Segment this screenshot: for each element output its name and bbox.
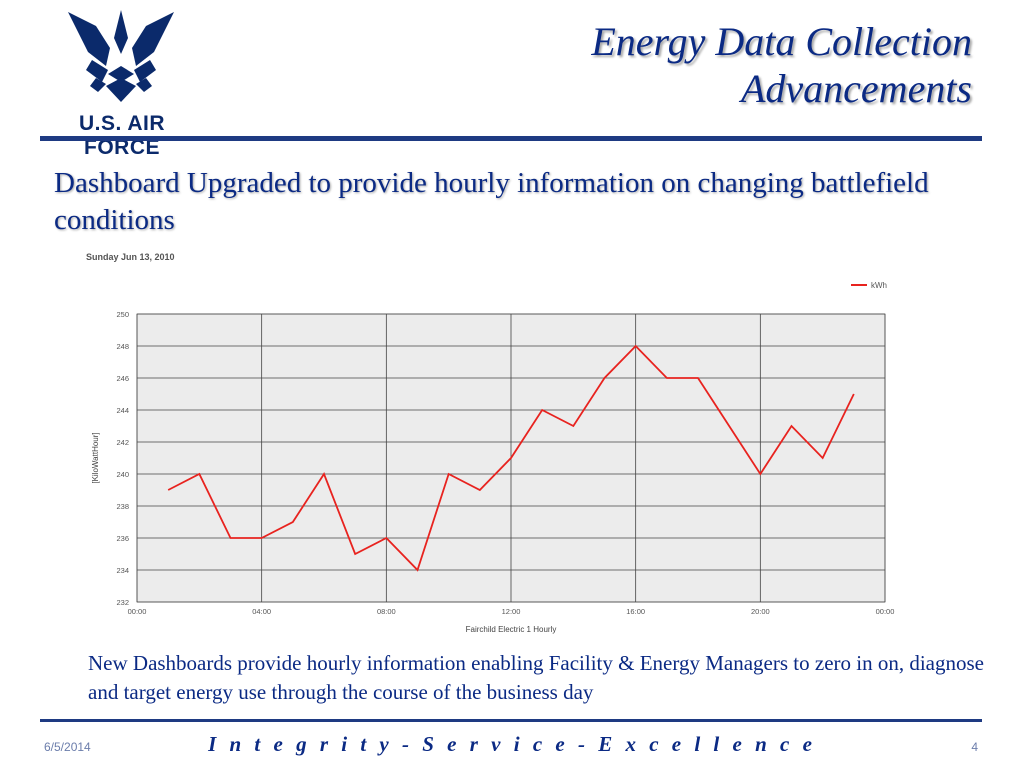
logo-text: U.S. AIR FORCE	[78, 112, 166, 159]
y-tick-label: 238	[116, 502, 129, 511]
chart-legend: kWh	[851, 281, 887, 290]
y-axis-label: [KiloWattHour]	[91, 432, 100, 483]
x-tick-label: 16:00	[626, 607, 645, 616]
x-tick-label: 04:00	[252, 607, 271, 616]
y-tick-label: 248	[116, 342, 129, 351]
x-tick-label: 12:00	[502, 607, 521, 616]
x-tick-label: 08:00	[377, 607, 396, 616]
y-tick-label: 236	[116, 534, 129, 543]
bottom-divider	[40, 719, 982, 722]
x-tick-label: 00:00	[128, 607, 147, 616]
energy-line-chart: Sunday Jun 13, 2010 232 234 236 238 240 242 24…	[86, 252, 895, 634]
energy-chart: Sunday Jun 13, 2010 232 234 236 238 240 242 24…	[84, 248, 904, 640]
chart-title: Sunday Jun 13, 2010	[86, 252, 175, 262]
top-divider	[40, 136, 982, 141]
slide-subtitle: Dashboard Upgraded to provide hourly inf…	[54, 167, 929, 236]
footer-date: 6/5/2014	[44, 740, 91, 754]
x-tick-label: 00:00	[876, 607, 895, 616]
x-tick-label: 20:00	[751, 607, 770, 616]
footer-page-number: 4	[971, 740, 978, 754]
x-axis-ticks: 00:00 04:00 08:00 12:00 16:00 20:00 00:00	[128, 607, 895, 616]
y-tick-label: 244	[116, 406, 129, 415]
y-tick-label: 240	[116, 470, 129, 479]
y-tick-label: 242	[116, 438, 129, 447]
slide-title-line2: Advancements	[740, 66, 972, 111]
slide-title-line1: Energy Data Collection	[591, 19, 972, 64]
slide-caption: New Dashboards provide hourly informatio…	[88, 651, 984, 704]
air-force-logo: U.S. AIR FORCE	[36, 8, 206, 159]
y-axis-ticks: 232 234 236 238 240 242 244 246 248 250	[116, 310, 129, 607]
series-line-kwh	[167, 344, 855, 572]
slide-title: Energy Data Collection Advancements	[332, 18, 972, 112]
chart-series	[167, 344, 855, 572]
y-tick-label: 246	[116, 374, 129, 383]
legend-label: kWh	[871, 281, 887, 290]
y-tick-label: 250	[116, 310, 129, 319]
footer-motto: I n t e g r i t y - S e r v i c e - E x …	[208, 732, 816, 756]
air-force-wings-icon	[68, 10, 174, 102]
y-tick-label: 232	[116, 598, 129, 607]
x-axis-label: Fairchild Electric 1 Hourly	[466, 625, 557, 634]
y-tick-label: 234	[116, 566, 129, 575]
